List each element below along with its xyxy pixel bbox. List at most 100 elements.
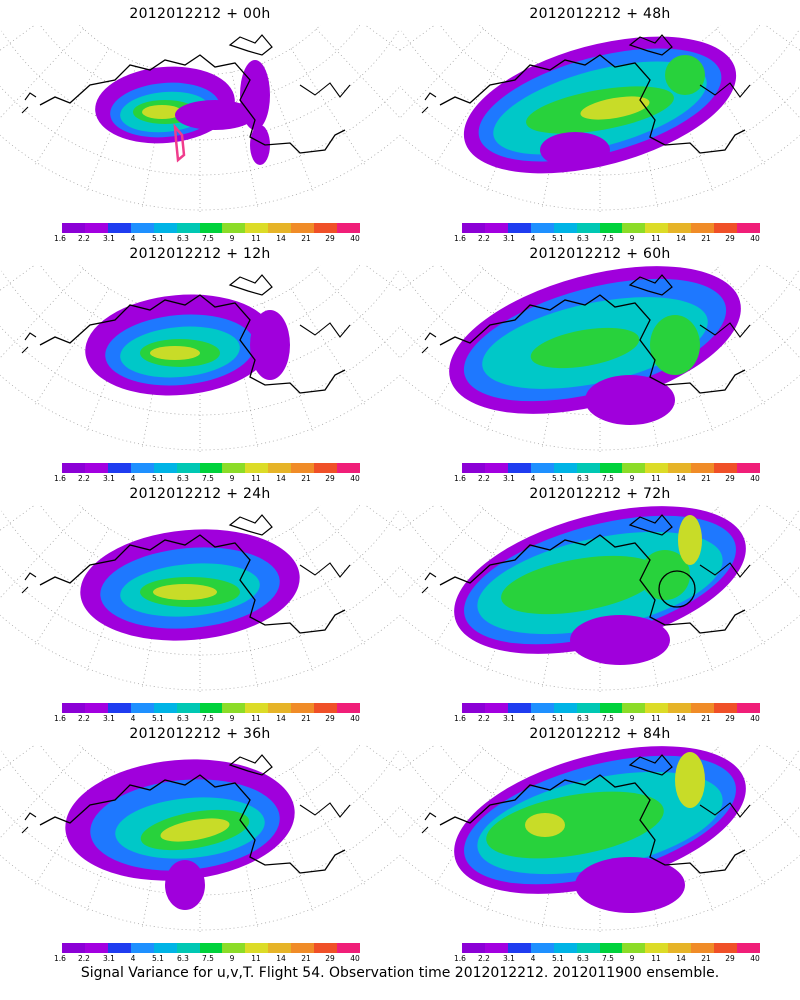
longitude-line <box>690 528 767 647</box>
variance-contour <box>585 375 675 425</box>
latitude-line <box>400 374 800 451</box>
colorbar-segment <box>507 223 531 233</box>
colorbar-segment <box>714 223 738 233</box>
colorbar-segment <box>107 223 131 233</box>
colorbar-label: 21 <box>301 474 311 483</box>
colorbar <box>462 943 760 953</box>
colorbar-segment <box>291 943 315 953</box>
longitude-line <box>364 25 400 51</box>
colorbar-label: 4 <box>130 954 136 963</box>
colorbar-segment <box>645 943 669 953</box>
longitude-line <box>316 508 400 599</box>
longitude-line <box>85 302 138 434</box>
colorbar-segment <box>668 703 692 713</box>
colorbar-segment <box>222 223 246 233</box>
colorbar-segment <box>599 463 623 473</box>
colorbar-label: 7.5 <box>202 474 214 483</box>
colorbar-label: 2.2 <box>78 474 90 483</box>
colorbar-segment <box>484 223 508 233</box>
colorbar-segment <box>622 943 646 953</box>
colorbar-label: 1.6 <box>454 714 466 723</box>
variance-map <box>0 745 400 935</box>
coastline <box>21 812 37 834</box>
colorbar-label: 7.5 <box>602 474 614 483</box>
panel-84h: 2012012212 + 84h 1.6 2.2 3.1 4 5.1 6.3 7.5 9 11 1… <box>400 720 800 963</box>
colorbar-label: 3.1 <box>103 714 115 723</box>
variance-contour <box>678 515 702 565</box>
colorbar-label: 3.1 <box>503 954 515 963</box>
longitude-line <box>433 768 510 887</box>
colorbar-label: 9 <box>629 474 635 483</box>
colorbar-label: 7.5 <box>202 954 214 963</box>
colorbar-label: 4 <box>530 954 536 963</box>
colorbar-label: 40 <box>350 234 360 243</box>
coastline <box>699 562 751 578</box>
colorbar-segment <box>222 943 246 953</box>
colorbar-segment <box>153 943 177 953</box>
panel-00h: 2012012212 + 00h 1.6 2.2 3.1 4 5.1 6.3 7.5 9 11 1… <box>0 0 400 243</box>
colorbar-label: 2.2 <box>78 234 90 243</box>
longitude-line <box>316 748 400 839</box>
colorbar-segment <box>153 703 177 713</box>
colorbar-segment <box>245 223 269 233</box>
colorbar-segment <box>622 223 646 233</box>
colorbar-label: 2.2 <box>478 714 490 723</box>
variance-contour <box>540 132 610 168</box>
latitude-line <box>0 614 400 691</box>
longitude-line <box>316 28 400 119</box>
longitude-line <box>0 745 36 771</box>
colorbar-segment <box>268 703 292 713</box>
colorbar-segment <box>268 943 292 953</box>
colorbar-label: 40 <box>350 474 360 483</box>
colorbar-segment <box>484 463 508 473</box>
coastline-islands <box>228 274 273 296</box>
variance-contour <box>153 584 217 600</box>
longitude-line <box>690 288 767 407</box>
longitude-line <box>231 311 259 450</box>
colorbar-segment <box>714 703 738 713</box>
colorbar-label: 21 <box>701 714 711 723</box>
colorbar-segment <box>268 463 292 473</box>
colorbar-segment <box>645 463 669 473</box>
colorbar-label: 21 <box>301 714 311 723</box>
panel-title: 2012012212 + 12h <box>129 246 271 262</box>
variance-field <box>65 759 295 910</box>
colorbar-label: 3.1 <box>103 234 115 243</box>
colorbar-label: 4 <box>530 474 536 483</box>
longitude-line <box>541 551 569 690</box>
variance-field <box>449 266 741 425</box>
longitude-line <box>33 288 110 407</box>
longitude-line <box>433 48 510 167</box>
latitude-line <box>0 134 400 211</box>
variance-contour <box>175 100 255 130</box>
colorbar-label: 14 <box>276 954 286 963</box>
colorbar-segment <box>291 463 315 473</box>
colorbar-label: 11 <box>251 714 261 723</box>
latitude-line <box>79 25 321 76</box>
coastline-islands <box>628 34 673 56</box>
colorbar-segment <box>84 703 108 713</box>
longitude-line <box>141 791 169 930</box>
panel-title: 2012012212 + 48h <box>529 6 671 22</box>
colorbar-segment <box>62 943 85 953</box>
longitude-line <box>433 288 510 407</box>
longitude-line <box>662 302 715 434</box>
colorbar-segment <box>691 223 715 233</box>
colorbar-label: 7.5 <box>602 234 614 243</box>
colorbar-segment <box>737 703 760 713</box>
longitude-line <box>85 542 138 674</box>
coastline <box>39 774 346 874</box>
colorbar-segment <box>622 703 646 713</box>
longitude-line <box>400 265 436 291</box>
longitude-line <box>690 48 767 167</box>
variance-contour <box>250 310 290 380</box>
latitude-line <box>400 134 800 211</box>
colorbar-label: 1.6 <box>454 474 466 483</box>
longitude-line <box>541 791 569 930</box>
colorbar-label: 40 <box>350 714 360 723</box>
longitude-line <box>33 528 110 647</box>
coastline <box>299 322 351 338</box>
latitude-line <box>400 614 800 691</box>
colorbar-segment <box>462 943 485 953</box>
colorbar-label: 1.6 <box>54 954 66 963</box>
